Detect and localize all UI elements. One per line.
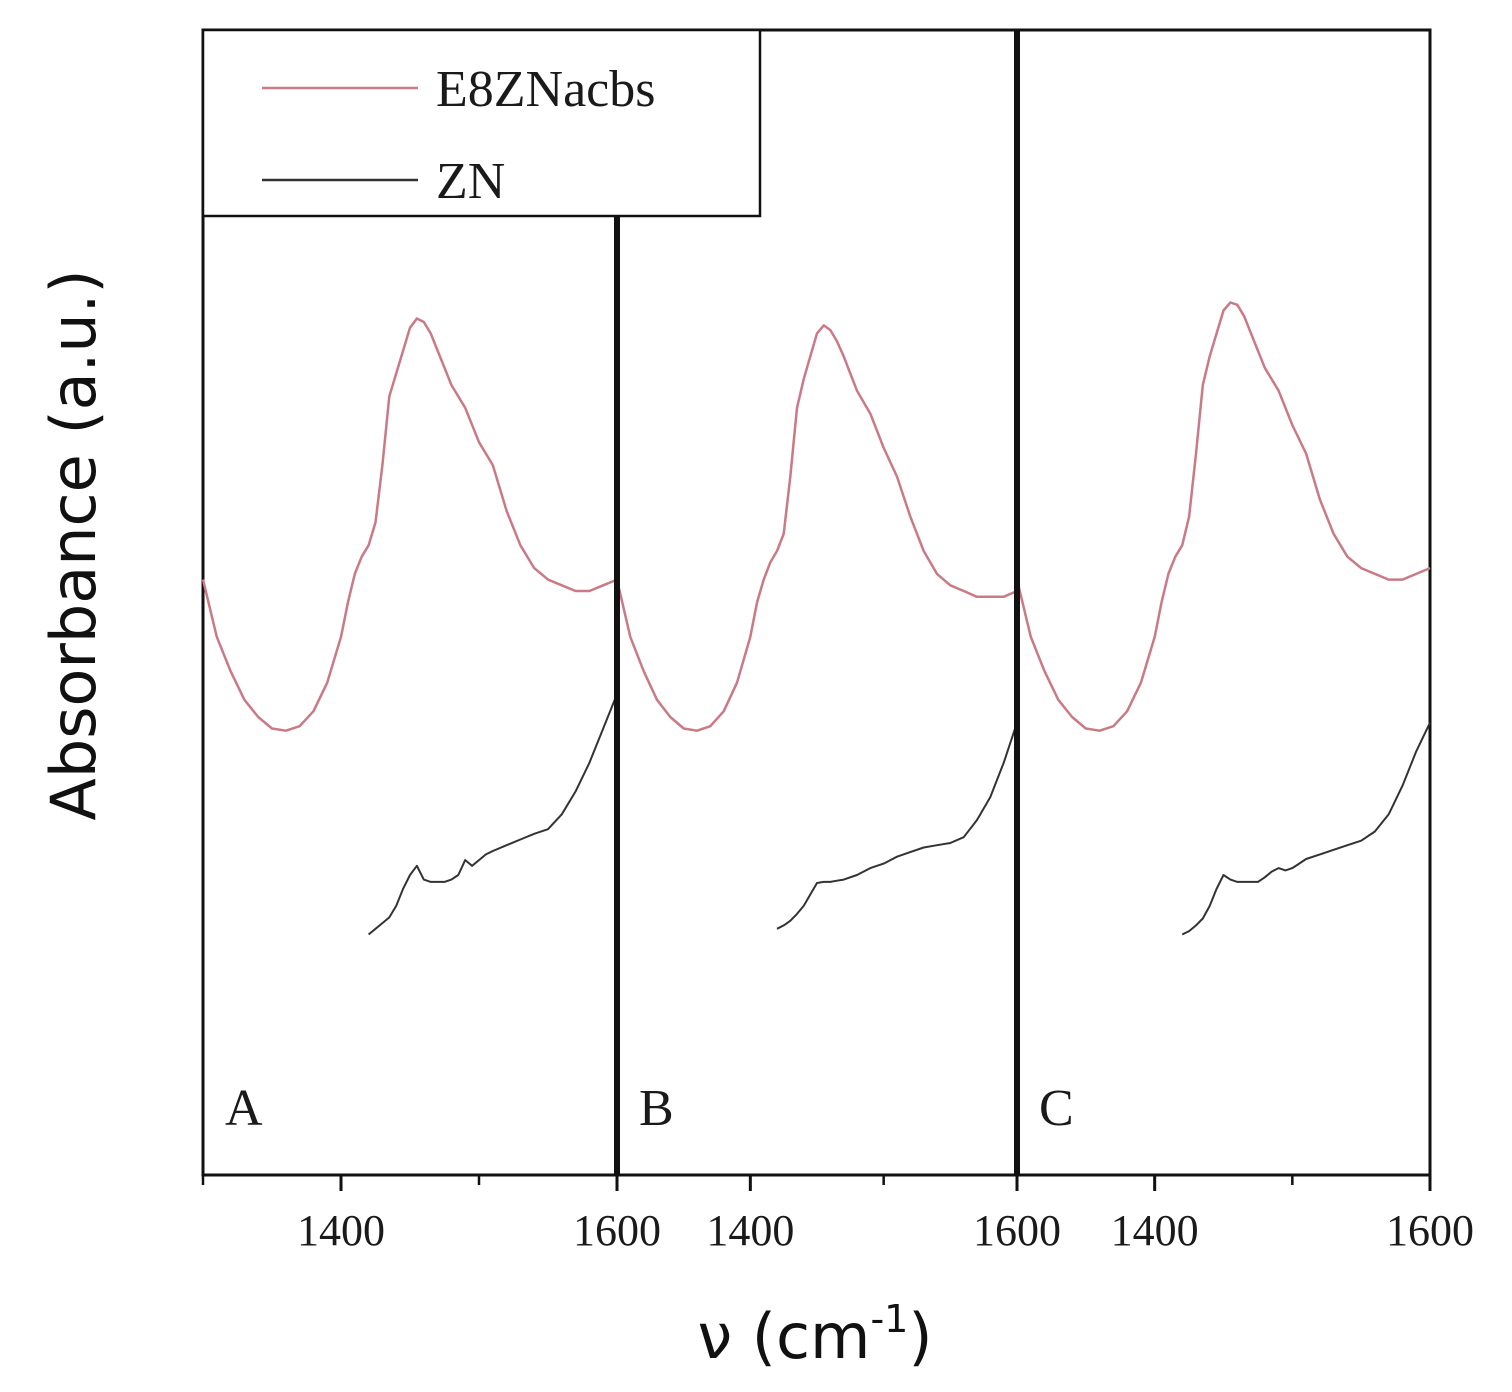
series-line-e8znacbs-a <box>201 317 618 732</box>
panel-label-b: B <box>639 1080 674 1137</box>
series-line-e8znacbs-b <box>615 324 1018 732</box>
panel-label-c: C <box>1039 1080 1074 1137</box>
panel-frame-c <box>1015 28 1432 1177</box>
series-line-zn-b <box>776 722 1018 930</box>
y-axis-title: Absorbance (a.u.) <box>37 269 110 820</box>
x-tick-label: 1400 <box>1111 1206 1199 1255</box>
x-axis-title-close: ) <box>908 1300 932 1373</box>
legend: E8ZNacbs ZN <box>201 28 762 218</box>
x-tick-label: 1600 <box>973 1206 1061 1255</box>
panels: 1400 1600 A 1400 1600 B 1400 1600 C <box>201 28 1474 1255</box>
panel-label-a: A <box>225 1080 263 1137</box>
panel-c: 1400 1600 C <box>1015 28 1474 1255</box>
series-line-zn-a <box>367 693 618 936</box>
legend-label-zn: ZN <box>436 153 505 210</box>
x-tick-label: 1600 <box>1386 1206 1474 1255</box>
x-tick-label: 1400 <box>297 1206 385 1255</box>
legend-label-e8znacbs: E8ZNacbs <box>436 61 655 118</box>
x-tick-label: 1600 <box>573 1206 661 1255</box>
x-axis-title-sup: -1 <box>870 1297 908 1341</box>
x-axis-title-main: ν (cm <box>697 1300 870 1373</box>
legend-box <box>201 28 762 218</box>
x-axis-title: ν (cm-1) <box>697 1297 932 1373</box>
x-tick-label: 1400 <box>706 1206 794 1255</box>
series-line-zn-c <box>1181 722 1431 936</box>
series-line-e8znacbs-c <box>1015 301 1431 732</box>
